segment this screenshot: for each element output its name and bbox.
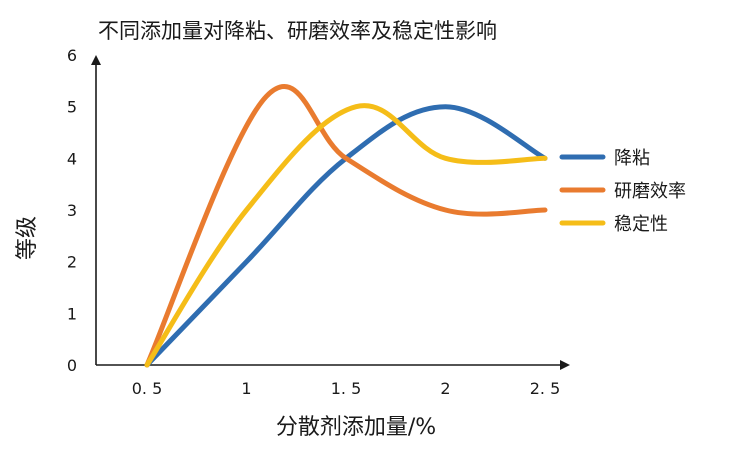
legend-label: 降粘 bbox=[614, 148, 650, 169]
legend-label: 稳定性 bbox=[614, 214, 668, 235]
y-axis-arrow-icon bbox=[91, 55, 101, 65]
axes-group bbox=[91, 55, 570, 370]
y-tick-label: 1 bbox=[67, 304, 77, 323]
series-line-2 bbox=[144, 103, 548, 368]
y-tick-label: 4 bbox=[67, 149, 77, 168]
legend-label: 研磨效率 bbox=[614, 181, 686, 202]
chart-title: 不同添加量对降粘、研磨效率及稳定性影响 bbox=[98, 19, 497, 43]
y-tick-labels: 0 1 2 3 4 5 6 bbox=[67, 46, 77, 375]
x-tick-label: 1. 5 bbox=[331, 379, 362, 398]
y-axis-label: 等级 bbox=[15, 216, 40, 260]
x-tick-label: 1 bbox=[241, 379, 251, 398]
y-tick-label: 3 bbox=[67, 201, 77, 220]
x-tick-labels: 0. 5 1 1. 5 2 2. 5 bbox=[132, 379, 561, 398]
series-group bbox=[144, 84, 548, 368]
x-tick-label: 2. 5 bbox=[530, 379, 561, 398]
series-line-0 bbox=[144, 104, 548, 368]
series-line-1 bbox=[144, 84, 548, 368]
y-tick-label: 5 bbox=[67, 98, 77, 117]
x-axis-arrow-icon bbox=[560, 360, 570, 370]
x-axis-label: 分散剂添加量/% bbox=[276, 415, 436, 440]
x-tick-label: 2 bbox=[440, 379, 450, 398]
y-tick-label: 0 bbox=[67, 356, 77, 375]
y-tick-label: 6 bbox=[67, 46, 77, 65]
y-tick-label: 2 bbox=[67, 253, 77, 272]
x-tick-label: 0. 5 bbox=[132, 379, 163, 398]
